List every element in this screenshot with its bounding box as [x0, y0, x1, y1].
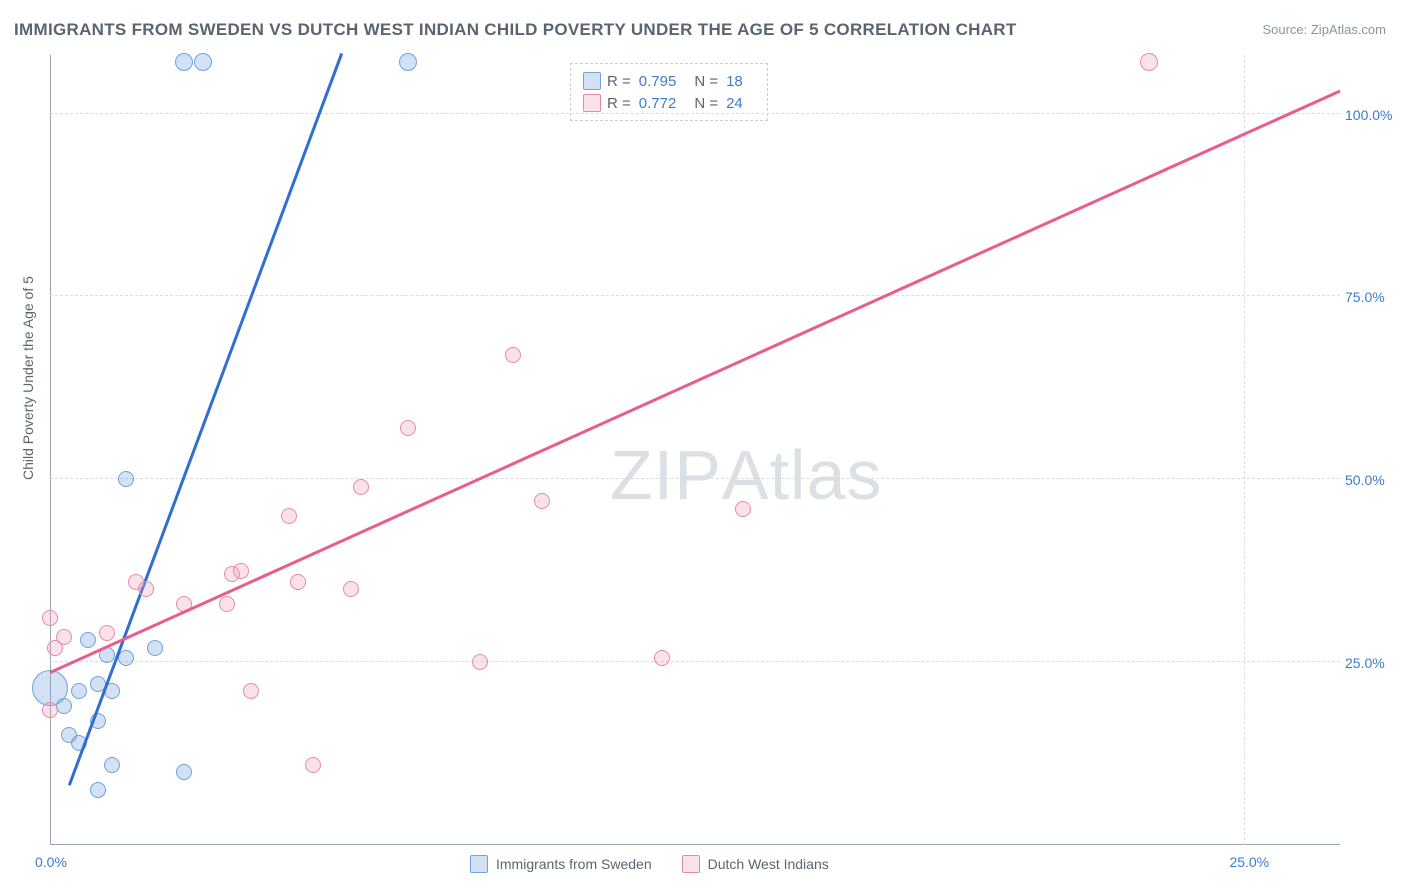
legend-swatch — [682, 855, 700, 873]
r-label: R = — [607, 95, 631, 112]
gridline-h — [50, 113, 1340, 114]
regression-line — [68, 53, 343, 785]
data-point — [233, 563, 249, 579]
data-point — [194, 53, 212, 71]
stats-legend-row: R = 0.795 N = 18 — [583, 70, 755, 92]
data-point — [42, 702, 58, 718]
data-point — [80, 632, 96, 648]
data-point — [353, 479, 369, 495]
data-point — [343, 581, 359, 597]
legend-item: Immigrants from Sweden — [470, 855, 652, 873]
data-point — [138, 581, 154, 597]
n-value: 18 — [726, 73, 743, 90]
data-point — [290, 574, 306, 590]
series-legend: Immigrants from Sweden Dutch West Indians — [470, 855, 829, 873]
x-axis-line — [50, 844, 1340, 845]
r-label: R = — [607, 73, 631, 90]
data-point — [147, 640, 163, 656]
gridline-v — [1244, 55, 1245, 845]
n-label: N = — [694, 95, 718, 112]
data-point — [472, 654, 488, 670]
data-point — [1140, 53, 1158, 71]
data-point — [90, 782, 106, 798]
regression-line — [49, 89, 1340, 673]
data-point — [56, 698, 72, 714]
y-axis-label: Child Poverty Under the Age of 5 — [20, 276, 36, 480]
legend-swatch — [583, 72, 601, 90]
chart-title: IMMIGRANTS FROM SWEDEN VS DUTCH WEST IND… — [14, 20, 1017, 40]
gridline-h — [50, 295, 1340, 296]
legend-item: Dutch West Indians — [682, 855, 829, 873]
legend-label: Dutch West Indians — [708, 856, 829, 872]
data-point — [281, 508, 297, 524]
data-point — [735, 501, 751, 517]
data-point — [243, 683, 259, 699]
x-tick-label: 0.0% — [35, 854, 67, 870]
y-tick-label: 50.0% — [1345, 472, 1400, 488]
r-value: 0.795 — [639, 73, 677, 90]
data-point — [176, 764, 192, 780]
source-prefix: Source: — [1262, 22, 1310, 37]
chart-plot-area: ZIPAtlas R =0.795N =18R =0.772N =24 Immi… — [50, 55, 1340, 845]
data-point — [104, 757, 120, 773]
data-point — [42, 610, 58, 626]
data-point — [99, 625, 115, 641]
data-point — [534, 493, 550, 509]
y-axis-line — [50, 55, 51, 845]
data-point — [654, 650, 670, 666]
y-tick-label: 25.0% — [1345, 655, 1400, 671]
data-point — [118, 650, 134, 666]
legend-swatch — [470, 855, 488, 873]
data-point — [305, 757, 321, 773]
data-point — [399, 53, 417, 71]
gridline-h — [50, 478, 1340, 479]
n-label: N = — [694, 73, 718, 90]
data-point — [219, 596, 235, 612]
y-tick-label: 75.0% — [1345, 289, 1400, 305]
source-attribution: Source: ZipAtlas.com — [1262, 22, 1386, 37]
legend-label: Immigrants from Sweden — [496, 856, 652, 872]
r-value: 0.772 — [639, 95, 677, 112]
data-point — [505, 347, 521, 363]
source-link[interactable]: ZipAtlas.com — [1311, 22, 1386, 37]
gridline-h — [50, 661, 1340, 662]
y-tick-label: 100.0% — [1345, 107, 1400, 123]
legend-swatch — [583, 94, 601, 112]
data-point — [118, 471, 134, 487]
stats-legend-row: R = 0.772 N = 24 — [583, 92, 755, 114]
data-point — [56, 629, 72, 645]
n-value: 24 — [726, 95, 743, 112]
data-point — [400, 420, 416, 436]
data-point — [175, 53, 193, 71]
data-point — [71, 683, 87, 699]
x-tick-label: 25.0% — [1229, 854, 1269, 870]
